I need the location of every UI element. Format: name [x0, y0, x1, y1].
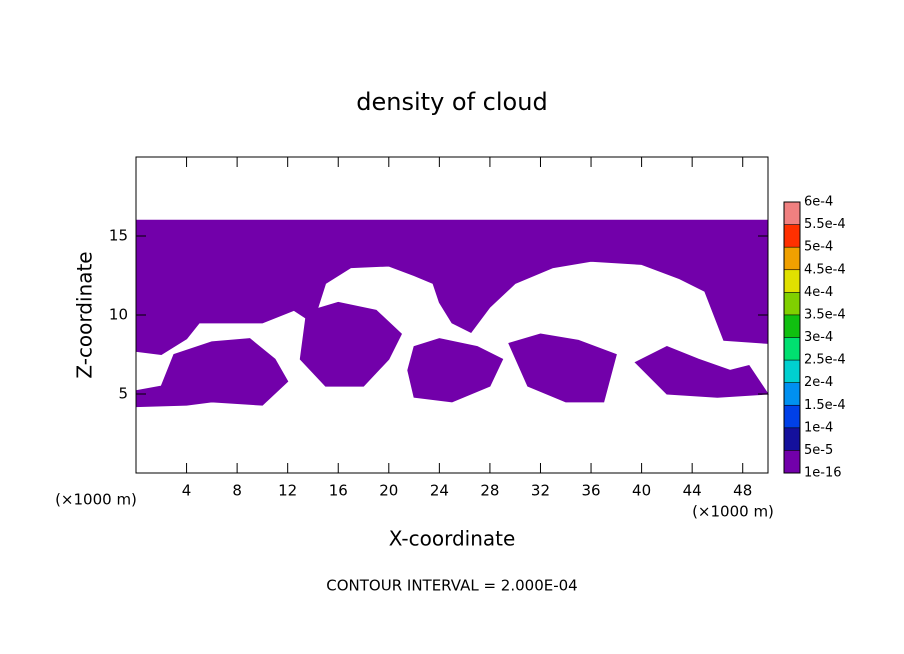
x-tick-label: 36 [581, 482, 600, 500]
x-tick-label: 16 [329, 482, 348, 500]
x-unit-label: (×1000 m) [55, 491, 137, 509]
y-axis-label: Z-coordinate [73, 251, 97, 378]
colorbar-band [784, 202, 800, 225]
colorbar-band [784, 247, 800, 270]
chart-title: density of cloud [356, 88, 547, 116]
x-tick-label: 12 [278, 482, 297, 500]
colorbar-label: 4.5e-4 [804, 262, 846, 277]
colorbar-label: 1e-4 [804, 420, 833, 435]
y-tick-label: 5 [118, 385, 128, 403]
colorbar-label: 3e-4 [804, 330, 833, 345]
cloud-region [299, 301, 403, 387]
colorbar-band [784, 224, 800, 248]
x-tick-label: 44 [683, 482, 702, 500]
x-axis-label: X-coordinate [389, 527, 516, 551]
colorbar-label: 6e-4 [804, 195, 833, 210]
x-tick-label: 40 [632, 482, 651, 500]
x-tick-label: 28 [480, 482, 499, 500]
y-tick-label: 15 [109, 227, 128, 245]
x-tick-label: 48 [733, 482, 752, 500]
colorbar-band [784, 337, 800, 361]
cloud-region [634, 346, 769, 398]
footer-note: CONTOUR INTERVAL = 2.000E-04 [326, 577, 577, 595]
x-tick-label: 24 [430, 482, 449, 500]
y-tick-label: 10 [109, 306, 128, 324]
colorbar-label: 5e-5 [804, 443, 833, 458]
cloud-region [135, 338, 289, 408]
colorbar-label: 1.5e-4 [804, 398, 846, 413]
colorbar-label: 2e-4 [804, 375, 833, 390]
x-tick-label: 8 [232, 482, 242, 500]
colorbar-band [784, 427, 800, 451]
colorbar-label: 2.5e-4 [804, 353, 846, 368]
colorbar-band [784, 269, 800, 293]
cloud-region [508, 333, 617, 403]
colorbar-label: 1e-16 [804, 466, 842, 481]
colorbar-label: 5.5e-4 [804, 217, 846, 232]
colorbar-band [784, 314, 800, 338]
x-unit-label: (×1000 m) [692, 503, 774, 521]
colorbar-label: 4e-4 [804, 285, 833, 300]
x-tick-label: 32 [531, 482, 550, 500]
colorbar-band [784, 360, 800, 383]
colorbar-band [784, 292, 800, 315]
colorbar-label: 5e-4 [804, 240, 833, 255]
x-tick-label: 20 [379, 482, 398, 500]
cloud-region [407, 338, 504, 403]
colorbar-label: 3.5e-4 [804, 307, 846, 322]
colorbar-band [784, 382, 800, 406]
x-tick-label: 4 [182, 482, 192, 500]
colorbar-band [784, 450, 800, 473]
colorbar-band [784, 405, 800, 428]
cloud-region [135, 219, 769, 356]
